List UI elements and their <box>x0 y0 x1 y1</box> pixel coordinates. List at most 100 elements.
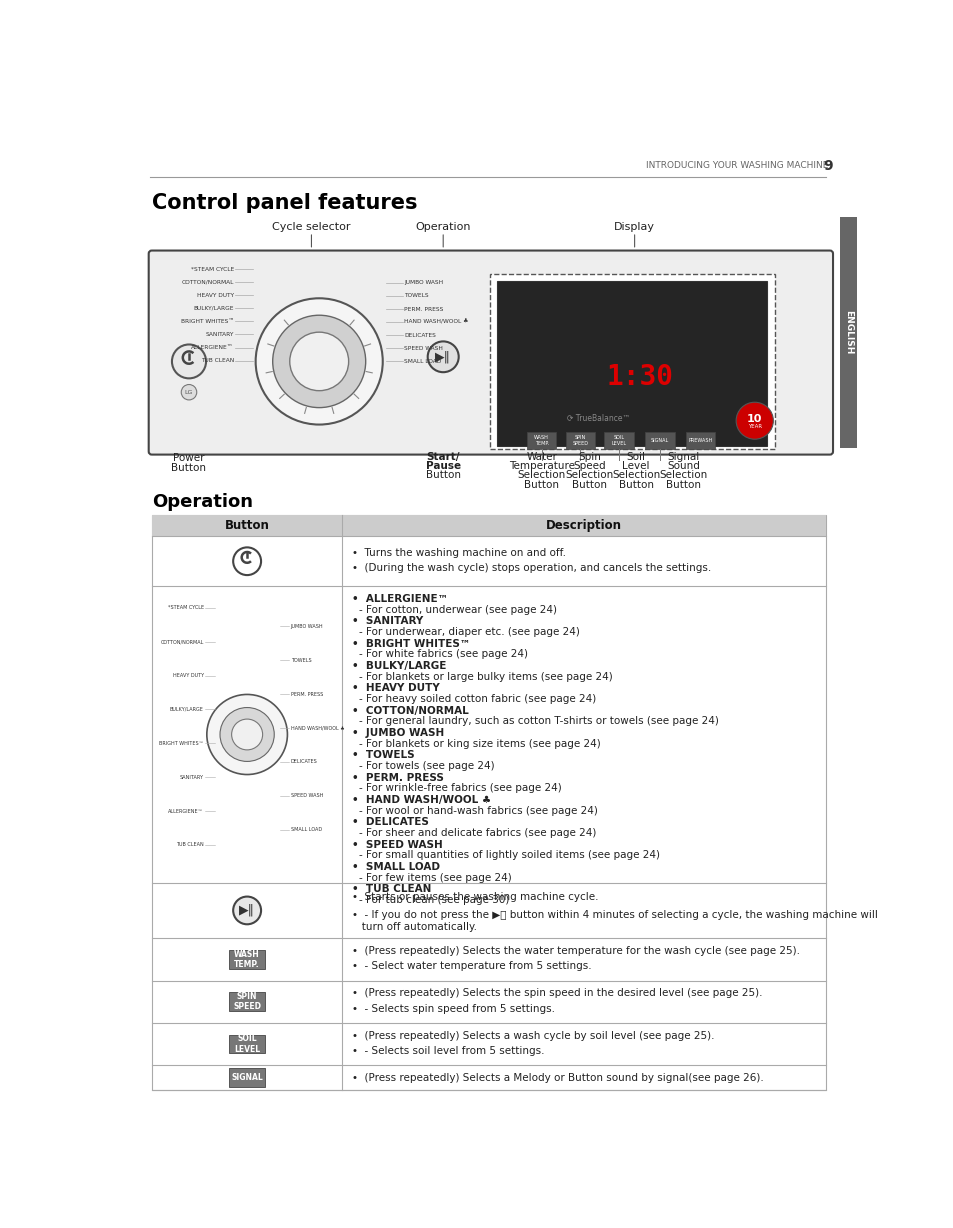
Text: SPIN
SPEED: SPIN SPEED <box>572 436 588 446</box>
Circle shape <box>220 707 274 761</box>
Text: PERM. PRESS: PERM. PRESS <box>404 307 443 312</box>
Text: - For few items (see page 24): - For few items (see page 24) <box>359 873 512 883</box>
Text: DELICATES: DELICATES <box>291 759 317 764</box>
Text: SANITARY: SANITARY <box>179 775 204 780</box>
Text: Soil: Soil <box>626 452 645 462</box>
Text: - For cotton, underwear (see page 24): - For cotton, underwear (see page 24) <box>359 604 557 615</box>
Text: Temperature: Temperature <box>508 462 574 472</box>
Text: •  TUB CLEAN: • TUB CLEAN <box>352 884 431 894</box>
Circle shape <box>273 316 365 408</box>
Circle shape <box>233 548 261 575</box>
Text: Spin: Spin <box>578 452 600 462</box>
Text: - For tub clean (see page 30): - For tub clean (see page 30) <box>359 895 509 905</box>
Text: Pause: Pause <box>425 462 460 472</box>
Text: •  (Press repeatedly) Selects a wash cycle by soil level (see page 25).: • (Press repeatedly) Selects a wash cycl… <box>352 1030 714 1040</box>
Bar <box>229 992 265 1011</box>
Text: •  - Selects spin speed from 5 settings.: • - Selects spin speed from 5 settings. <box>352 1003 554 1013</box>
Text: Signal: Signal <box>667 452 699 462</box>
Text: •  (Press repeatedly) Selects the spin speed in the desired level (see page 25).: • (Press repeatedly) Selects the spin sp… <box>352 989 761 998</box>
Text: Display: Display <box>614 222 655 232</box>
Text: SOIL
LEVEL: SOIL LEVEL <box>611 436 626 446</box>
Text: SMALL LOAD: SMALL LOAD <box>404 359 441 363</box>
Text: TUB CLEAN: TUB CLEAN <box>200 359 233 363</box>
Text: SANITARY: SANITARY <box>205 332 233 336</box>
Text: Control panel features: Control panel features <box>152 193 416 212</box>
Text: •  BRIGHT WHITES™: • BRIGHT WHITES™ <box>352 639 470 648</box>
Text: •  (Press repeatedly) Selects the water temperature for the wash cycle (see page: • (Press repeatedly) Selects the water t… <box>352 946 799 955</box>
Text: Level: Level <box>621 462 649 472</box>
Text: - For small quantities of lightly soiled items (see page 24): - For small quantities of lightly soiled… <box>359 850 659 861</box>
Circle shape <box>172 345 206 378</box>
Text: SPIN
SPEED: SPIN SPEED <box>233 992 261 1012</box>
Text: Button: Button <box>618 480 653 490</box>
Text: Selection: Selection <box>659 470 707 480</box>
Text: HAND WASH/WOOL ♣: HAND WASH/WOOL ♣ <box>291 726 344 731</box>
Text: Button: Button <box>425 470 460 480</box>
Text: - For sheer and delicate fabrics (see page 24): - For sheer and delicate fabrics (see pa… <box>359 828 597 837</box>
Text: •  TOWELS: • TOWELS <box>352 750 414 760</box>
Text: Speed: Speed <box>573 462 605 472</box>
Text: 9: 9 <box>822 158 832 173</box>
Text: Start/: Start/ <box>426 452 459 462</box>
Text: •  - Select water temperature from 5 settings.: • - Select water temperature from 5 sett… <box>352 962 591 971</box>
Text: TOWELS: TOWELS <box>291 658 311 663</box>
Text: •  SMALL LOAD: • SMALL LOAD <box>352 862 439 872</box>
Text: Button: Button <box>665 480 700 490</box>
Text: •  SANITARY: • SANITARY <box>352 616 422 626</box>
Bar <box>565 432 595 449</box>
Text: •  BULKY/LARGE: • BULKY/LARGE <box>352 661 446 670</box>
Text: •  (Press repeatedly) Selects a Melody or Button sound by signal(see page 26).: • (Press repeatedly) Selects a Melody or… <box>352 1073 762 1083</box>
Text: YEAR: YEAR <box>747 425 761 430</box>
Text: 10: 10 <box>746 414 761 424</box>
Circle shape <box>233 896 261 925</box>
Text: Sound: Sound <box>666 462 700 472</box>
Text: Button: Button <box>523 480 558 490</box>
Text: •  Turns the washing machine on and off.: • Turns the washing machine on and off. <box>352 548 565 558</box>
Text: *STEAM CYCLE: *STEAM CYCLE <box>168 605 204 610</box>
Text: ALLERGIENE™: ALLERGIENE™ <box>192 345 233 350</box>
Circle shape <box>290 332 348 391</box>
Text: Selection: Selection <box>517 470 565 480</box>
Text: JUMBO WASH: JUMBO WASH <box>404 280 443 285</box>
Text: - For heavy soiled cotton fabric (see page 24): - For heavy soiled cotton fabric (see pa… <box>359 694 597 704</box>
Text: Operation: Operation <box>152 492 253 511</box>
Bar <box>152 516 825 1089</box>
Text: *STEAM CYCLE: *STEAM CYCLE <box>191 266 233 271</box>
Text: HEAVY DUTY: HEAVY DUTY <box>196 292 233 297</box>
Text: Button: Button <box>225 519 270 532</box>
Text: JUMBO WASH: JUMBO WASH <box>291 624 323 629</box>
Text: ▶‖: ▶‖ <box>239 904 254 917</box>
Circle shape <box>232 720 262 750</box>
Text: •  COTTON/NORMAL: • COTTON/NORMAL <box>352 706 468 716</box>
Text: BULKY/LARGE: BULKY/LARGE <box>170 707 204 712</box>
Text: •  DELICATES: • DELICATES <box>352 818 428 828</box>
Text: •  - Selects soil level from 5 settings.: • - Selects soil level from 5 settings. <box>352 1046 543 1056</box>
Text: HEAVY DUTY: HEAVY DUTY <box>172 673 204 678</box>
Bar <box>840 216 856 448</box>
Text: Button: Button <box>572 480 606 490</box>
Bar <box>229 1035 265 1054</box>
Bar <box>604 432 633 449</box>
Circle shape <box>427 341 458 372</box>
Text: Cycle selector: Cycle selector <box>272 222 351 232</box>
Text: - For white fabrics (see page 24): - For white fabrics (see page 24) <box>359 650 528 659</box>
Text: SOIL
LEVEL: SOIL LEVEL <box>233 1034 260 1054</box>
Bar <box>152 516 825 537</box>
Text: SIGNAL: SIGNAL <box>650 438 669 443</box>
Text: TOWELS: TOWELS <box>404 293 429 298</box>
Text: WASH
TEMP.: WASH TEMP. <box>234 949 260 969</box>
Text: •  HEAVY DUTY: • HEAVY DUTY <box>352 683 439 694</box>
Text: BRIGHT WHITES™: BRIGHT WHITES™ <box>180 319 233 324</box>
Text: Power: Power <box>173 453 205 463</box>
Bar <box>497 280 766 446</box>
Text: SMALL LOAD: SMALL LOAD <box>291 828 321 833</box>
Text: TUB CLEAN: TUB CLEAN <box>175 842 204 847</box>
Circle shape <box>207 695 287 775</box>
Bar <box>685 432 715 449</box>
Bar <box>229 1068 265 1087</box>
Text: 1:30: 1:30 <box>606 362 673 391</box>
Text: •  SPEED WASH: • SPEED WASH <box>352 840 442 850</box>
Circle shape <box>736 403 773 440</box>
Text: Operation: Operation <box>415 222 471 232</box>
Text: PERM. PRESS: PERM. PRESS <box>291 691 322 696</box>
